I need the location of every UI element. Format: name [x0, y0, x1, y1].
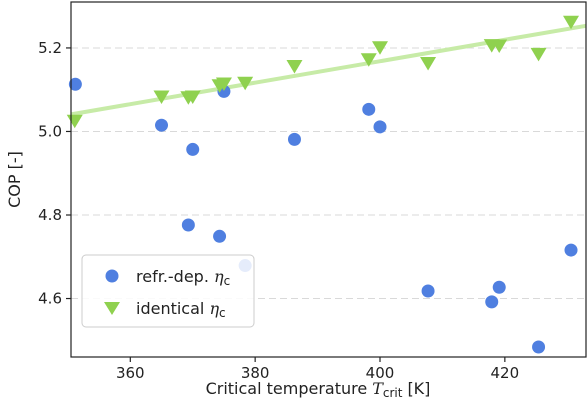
legend-label-identical: identical ηc [136, 299, 226, 320]
point-identical [372, 41, 388, 55]
point-refr-dep [492, 280, 506, 294]
point-identical [286, 59, 303, 74]
x-axis-label: Critical temperature Tcrit [K] [206, 379, 431, 400]
point-refr-dep [68, 77, 82, 91]
point-identical [66, 114, 83, 129]
legend-label-identical-symbol: η [209, 299, 219, 318]
axis-ticks [66, 47, 506, 362]
point-refr-dep [287, 132, 301, 146]
point-identical [237, 76, 254, 91]
point-refr-dep [421, 284, 435, 298]
legend-label-refr-dep-name: refr.-dep. [136, 267, 214, 286]
x-axis-label-main: Critical temperature [206, 379, 368, 398]
legend: refr.-dep. ηc identical ηc [81, 254, 255, 328]
x-tick-label: 360 [116, 364, 145, 382]
point-refr-dep [485, 295, 499, 309]
point-refr-dep [362, 102, 376, 116]
point-identical [360, 53, 377, 67]
y-axis-label: COP [-] [5, 151, 24, 208]
point-refr-dep [532, 340, 546, 354]
point-refr-dep [181, 218, 195, 232]
point-refr-dep [213, 229, 227, 243]
legend-box [81, 254, 255, 328]
x-tick-label: 400 [366, 364, 395, 382]
point-identical [215, 77, 232, 92]
y-tick-label: 4.8 [38, 206, 62, 224]
point-identical [153, 90, 170, 104]
point-identical [491, 39, 508, 54]
point-refr-dep [564, 243, 578, 257]
point-refr-dep [373, 120, 387, 134]
point-identical [530, 47, 547, 62]
x-tick-label: 380 [241, 364, 270, 382]
legend-marker-refr-dep [105, 269, 119, 283]
legend-label-refr-dep-subscript: c [224, 274, 231, 288]
point-refr-dep [186, 142, 200, 156]
x-axis-label-unit: [K] [407, 379, 430, 398]
point-identical [184, 90, 201, 104]
legend-marker-identical [104, 302, 120, 315]
y-tick-label: 4.6 [38, 290, 62, 308]
legend-label-refr-dep-symbol: η [214, 267, 224, 286]
legend-label-identical-subscript: c [219, 306, 226, 320]
x-tick-label: 420 [491, 364, 520, 382]
trendline-identical [70, 23, 587, 117]
trendline-layer [70, 23, 587, 117]
x-axis-label-subscript: crit [383, 386, 403, 400]
legend-label-refr-dep: refr.-dep. ηc [136, 267, 230, 288]
y-tick-label: 5.0 [38, 122, 62, 140]
legend-label-identical-name: identical [136, 299, 209, 318]
point-refr-dep [155, 118, 169, 132]
point-identical [563, 15, 580, 30]
y-tick-label: 5.2 [38, 39, 62, 57]
point-identical [420, 57, 437, 71]
tick-labels: 4.6 4.8 5.0 5.2 360 380 400 420 [38, 39, 519, 382]
x-axis-label-symbol: T [372, 379, 384, 398]
plot-frame [70, 1, 587, 358]
